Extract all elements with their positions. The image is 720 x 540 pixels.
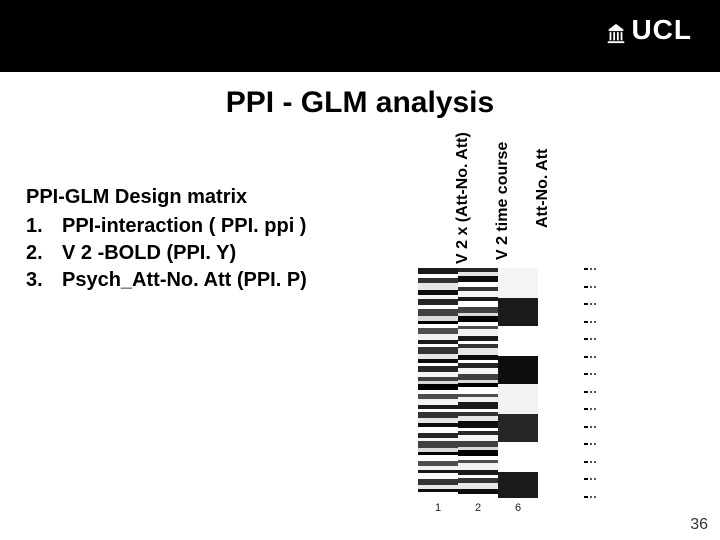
matrix-column	[418, 268, 458, 498]
tick	[584, 478, 596, 480]
text-heading: PPI-GLM Design matrix	[26, 186, 376, 209]
tick	[584, 426, 596, 428]
matrix-strip	[498, 356, 538, 384]
tick	[584, 321, 596, 323]
matrix-strip	[498, 442, 538, 472]
matrix-column-label: V 2 time course	[494, 142, 512, 260]
slide-title: PPI - GLM analysis	[0, 86, 720, 120]
ucl-dome-icon	[605, 22, 627, 44]
matrix-right-ticks	[584, 268, 596, 498]
matrix-strip	[498, 472, 538, 498]
tick	[584, 443, 596, 445]
matrix-strip	[498, 414, 538, 442]
matrix-strip	[498, 326, 538, 356]
matrix-strip	[418, 309, 458, 316]
list-item: V 2 -BOLD (PPI. Y)	[26, 240, 376, 267]
matrix-column	[498, 268, 538, 498]
list-item: PPI-interaction ( PPI. ppi )	[26, 213, 376, 240]
tick	[584, 391, 596, 393]
design-matrix-figure: V 2 x (Att-No. Att)V 2 time courseAtt-No…	[376, 138, 676, 498]
matrix-column	[538, 268, 578, 498]
matrix-strip	[418, 283, 458, 290]
matrix-strip	[458, 494, 498, 497]
x-axis-label: 2	[458, 502, 498, 514]
tick	[584, 373, 596, 375]
body-row: PPI-GLM Design matrix PPI-interaction ( …	[0, 138, 720, 498]
tick	[584, 286, 596, 288]
matrix-strip	[498, 268, 538, 298]
tick	[584, 356, 596, 358]
logo: UCL	[605, 16, 692, 44]
matrix-strip	[418, 492, 458, 498]
matrix-strip	[418, 347, 458, 354]
x-axis-label: 1	[418, 502, 458, 514]
matrix-x-axis: 126	[418, 502, 578, 514]
list-item: Psych_Att-No. Att (PPI. P)	[26, 267, 376, 294]
x-axis-label: 6	[498, 502, 538, 514]
matrix-strip	[498, 298, 538, 326]
matrix-column-label: V 2 x (Att-No. Att)	[454, 132, 472, 264]
tick	[584, 461, 596, 463]
text-column: PPI-GLM Design matrix PPI-interaction ( …	[26, 138, 376, 498]
x-axis-label	[538, 502, 578, 514]
matrix-column	[458, 268, 498, 498]
matrix-grid	[418, 268, 578, 498]
header-bar: UCL	[0, 0, 720, 72]
page-number: 36	[690, 516, 708, 534]
matrix-strip	[498, 384, 538, 414]
matrix-column-label: Att-No. Att	[534, 149, 552, 228]
tick	[584, 408, 596, 410]
matrix-strip	[418, 441, 458, 448]
tick	[584, 268, 596, 270]
logo-text: UCL	[631, 16, 692, 44]
tick	[584, 303, 596, 305]
design-matrix-list: PPI-interaction ( PPI. ppi )V 2 -BOLD (P…	[26, 213, 376, 294]
tick	[584, 338, 596, 340]
matrix-strip	[538, 268, 578, 498]
tick	[584, 496, 596, 498]
